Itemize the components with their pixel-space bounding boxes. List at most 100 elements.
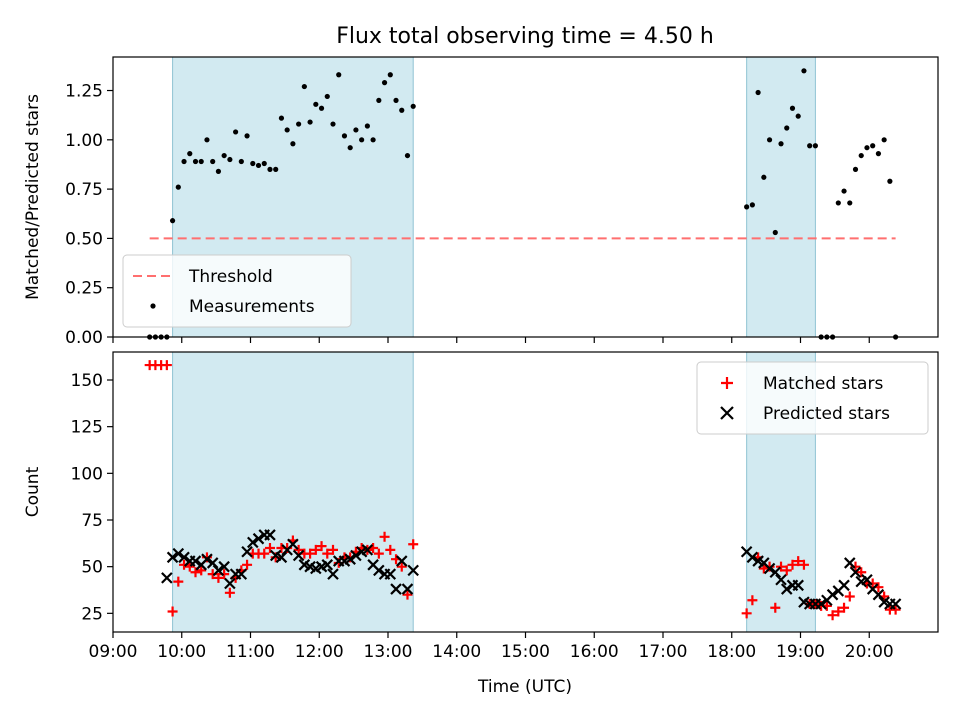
matched-stars-point [833, 606, 844, 617]
y-tick-label: 150 [71, 371, 103, 391]
matched-stars-point [402, 589, 413, 600]
measurements-point [244, 133, 250, 139]
measurements-point [210, 158, 216, 165]
x-tick-label: 14:00 [432, 642, 481, 662]
measurements-point [290, 141, 296, 147]
predicted-stars-point [763, 562, 776, 575]
predicted-stars-point [792, 579, 804, 592]
y-tick-label: 1.25 [65, 82, 103, 102]
ratio-panel: 0.00 0.25 0.50 0.75 1.00 1.25 Matched/Predicte… [23, 56, 939, 348]
legend-box [122, 254, 352, 328]
measurements-point [198, 158, 204, 165]
observing-interval-2 [746, 56, 816, 338]
predicted-stars-point [746, 551, 759, 564]
predicted-stars-point [206, 557, 219, 569]
matched-stars-point [827, 610, 838, 621]
measurements-point [250, 160, 256, 167]
predicted-stars-point [264, 529, 276, 541]
measurements-point [204, 137, 210, 143]
y-axis-label: Matched/Predicted stars [23, 94, 43, 300]
matched-stars-point [379, 531, 390, 542]
measurements-point [755, 89, 761, 96]
measurements-point [801, 68, 807, 74]
predicted-stars-point [872, 588, 885, 601]
x-tick-label: 17:00 [639, 642, 688, 662]
matched-stars-point [408, 539, 419, 550]
predicted-stars-point [252, 532, 265, 545]
measurements-point [238, 158, 244, 165]
measurements-point [381, 80, 388, 86]
predicted-stars-point [178, 551, 190, 564]
measurements-point [789, 105, 796, 111]
measurements-point [175, 184, 181, 190]
measurements-point [364, 123, 370, 129]
matched-stars-point [385, 544, 396, 555]
matched-stars-point [747, 595, 758, 606]
x-tick-label: 20:00 [845, 642, 894, 662]
matched-stars-point [316, 541, 327, 552]
chart-title: Flux total observing time = 4.50 h [336, 24, 714, 49]
predicted-stars-point [161, 572, 173, 584]
measurements-point [313, 101, 319, 107]
matched-stars-point [890, 604, 901, 615]
x-axis-label: Time (UTC) [477, 677, 572, 697]
measurements-point [255, 162, 262, 169]
matched-stars-point [173, 576, 184, 587]
matched-stars-point [741, 608, 752, 619]
matched-stars-point [758, 563, 769, 574]
measurements-point [181, 158, 187, 165]
measurements-point [410, 103, 416, 109]
matched-stars-point [373, 548, 384, 559]
measurements-point [393, 97, 399, 103]
predicted-stars-point [769, 566, 782, 579]
y-tick-label: 0.75 [65, 180, 103, 200]
legend-label: Measurements [189, 297, 315, 317]
measurements-point [169, 218, 176, 224]
measurements-point [858, 152, 864, 159]
measurements-point [847, 200, 853, 206]
predicted-stars-point [292, 549, 305, 562]
matched-stars-point [856, 567, 867, 578]
matched-stars-point [844, 591, 855, 602]
predicted-stars-point [172, 547, 185, 560]
predicted-stars-point [201, 553, 213, 565]
legend-label: Matched stars [763, 374, 883, 394]
legend-marker [721, 377, 733, 389]
matched-stars-point [328, 544, 338, 555]
measurements-point [318, 105, 325, 111]
predicted-stars-point [889, 598, 902, 610]
measurements-point [233, 129, 239, 135]
measurements-point [852, 166, 859, 172]
predicted-stars-point [212, 564, 225, 577]
predicted-stars-point [373, 564, 385, 577]
matched-stars-point [161, 360, 172, 371]
matched-stars-point [242, 559, 253, 570]
matched-stars-point [264, 543, 275, 553]
matched-stars-point [798, 559, 809, 570]
measurements-point [772, 229, 778, 236]
matched-stars-point [259, 548, 270, 559]
x-tick-label: 16:00 [570, 642, 619, 662]
matched-stars-point [293, 544, 304, 555]
measurements-point [376, 97, 382, 103]
measurements-point [359, 137, 365, 143]
predicted-stars-point [838, 579, 850, 592]
matched-stars-point [167, 606, 178, 617]
y-tick-label: 0.50 [65, 229, 103, 249]
legend-marker [720, 406, 734, 420]
measurements-point [870, 143, 876, 149]
predicted-stars-point [384, 568, 397, 580]
predicted-stars-point [327, 568, 339, 580]
legend-box [696, 361, 929, 435]
y-tick-label: 0.00 [65, 328, 103, 348]
predicted-stars-point [241, 545, 253, 558]
measurements-point [875, 151, 882, 157]
x-tick-label: 19:00 [776, 642, 825, 662]
matched-stars-point [781, 565, 792, 576]
predicted-stars-point [321, 559, 334, 571]
x-tick-label: 18:00 [707, 642, 756, 662]
predicted-stars-point [361, 544, 374, 556]
predicted-stars-point [407, 564, 419, 577]
